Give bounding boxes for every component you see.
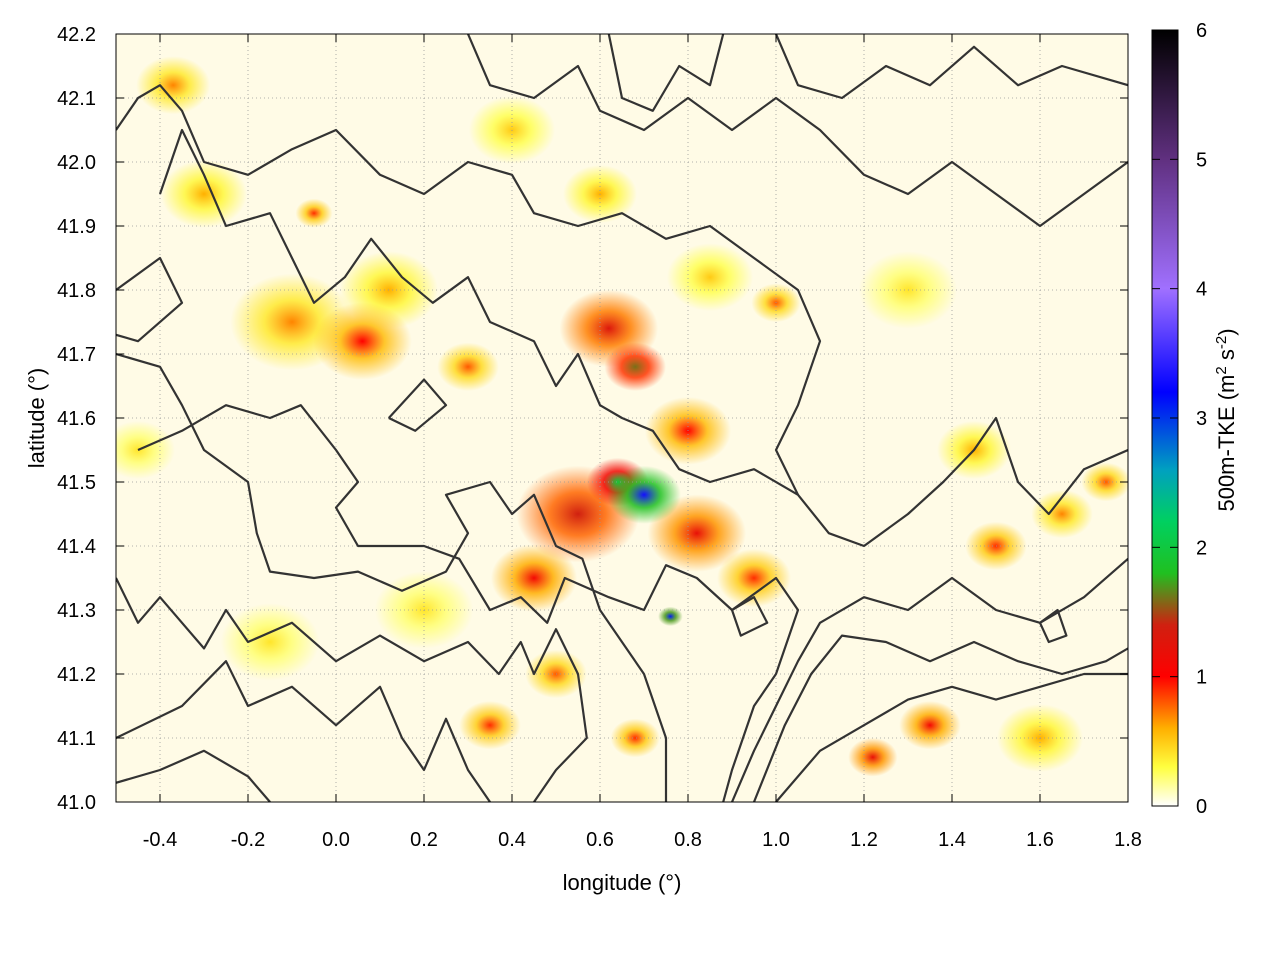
heat-patch [459,701,521,750]
contour-line [730,596,769,637]
contour-line [387,378,448,432]
colorbar-tick-label: 0 [1196,796,1207,818]
heat-patch [136,56,211,115]
heat-patch [607,465,681,524]
contour-line [158,128,1128,548]
x-tick-label: 0.6 [586,829,614,851]
terrain-contours [116,34,1128,802]
contour-line [137,404,800,802]
heat-patch [116,420,175,480]
heat-patch [658,606,683,627]
contour-line [116,352,668,802]
colorbar-tick-label: 2 [1196,537,1207,559]
y-tick-label: 41.0 [57,792,96,814]
heat-patch [295,198,333,228]
contour-line [116,577,588,802]
contour-line [752,634,1128,802]
colorbar-tick-label: 6 [1196,20,1207,42]
contour-line [466,34,1128,228]
x-tick-label: 1.8 [1114,829,1142,851]
heat-patch [490,544,578,612]
y-tick-label: 41.1 [57,728,96,750]
colorbar-ticks: 0 1 2 3 4 5 6 [1152,20,1207,818]
contour-line [116,660,491,802]
heat-patch [437,342,499,391]
heat-patch [717,548,791,608]
y-tick-label: 41.8 [57,280,96,302]
x-axis-label: longitude (°) [563,870,682,895]
colorbar-tick-label: 5 [1196,149,1207,171]
y-axis-label: latitude (°) [24,368,49,469]
heat-patch [610,718,660,758]
contour-line [774,34,1128,100]
x-tick-label: 1.2 [850,829,878,851]
colorbar-tick-label: 1 [1196,667,1207,689]
heat-patch [313,302,412,380]
gridlines [116,34,1128,802]
x-tick-label: 1.0 [762,829,790,851]
x-tick-label: 1.6 [1026,829,1054,851]
y-tick-label: 41.4 [57,536,96,558]
heat-patch [1031,489,1093,539]
y-tick-label: 41.3 [57,600,96,622]
heat-patch [647,494,747,572]
heat-patch [604,342,666,391]
y-tick-label: 42.2 [57,24,96,46]
x-tick-label: 0.4 [498,829,526,851]
heat-patch [666,243,754,312]
heat-patch [220,603,320,681]
contour-line [775,672,1128,802]
x-axis-ticks: -0.4 -0.2 0.0 0.2 0.4 0.6 0.8 1.0 1.2 1.4 1.6 1.8 [143,34,1142,851]
colorbar-label: 500m-TKE (m2 s-2) [1213,328,1239,511]
y-tick-label: 41.9 [57,216,96,238]
contour-line [116,749,271,802]
heatmap-field [116,56,1128,777]
y-axis-ticks: 41.0 41.1 41.2 41.3 41.4 41.5 41.6 41.7 41.8 41.9… [57,24,1128,814]
contour-line [607,34,725,112]
contour-line [116,84,822,496]
colorbar-tick-label: 4 [1196,279,1207,301]
contour-line [116,256,184,343]
x-tick-label: -0.2 [231,829,265,851]
x-tick-label: 0.0 [322,829,350,851]
y-tick-label: 42.0 [57,152,96,174]
x-tick-label: 0.2 [410,829,438,851]
y-tick-label: 41.5 [57,472,96,494]
heat-patch [899,701,961,750]
y-tick-label: 41.2 [57,664,96,686]
y-tick-label: 41.7 [57,344,96,366]
colorbar-tick-label: 3 [1196,408,1207,430]
y-tick-label: 41.6 [57,408,96,430]
y-tick-label: 42.1 [57,88,96,110]
x-tick-label: 0.8 [674,829,702,851]
heat-patch [160,160,248,228]
contour-line [1039,608,1068,644]
x-tick-label: -0.4 [143,829,177,851]
heat-patch [848,737,898,777]
x-tick-label: 1.4 [938,829,966,851]
